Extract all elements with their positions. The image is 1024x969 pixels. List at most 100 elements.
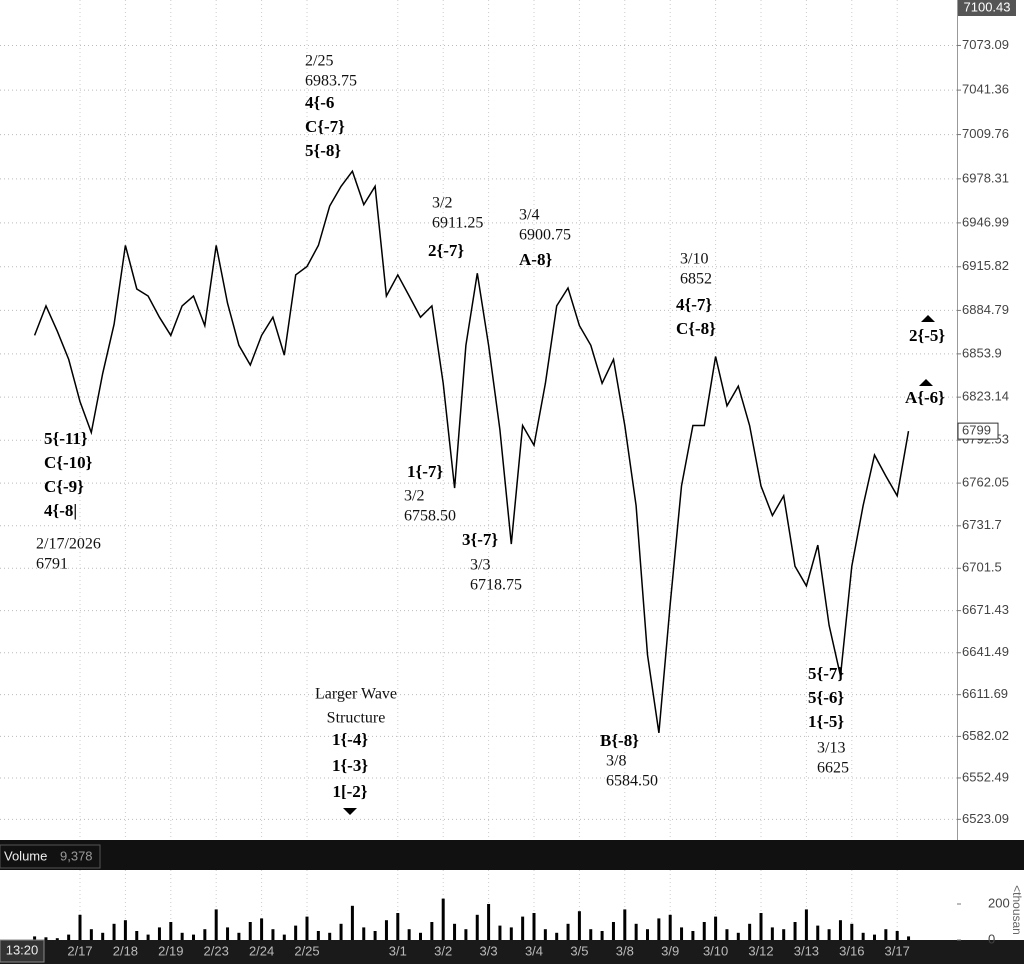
volume-bar [838,920,842,940]
annotation: 3/10 [680,251,708,268]
x-tick-label: 3/4 [525,943,543,958]
y-tick-label: 6611.69 [962,686,1008,701]
volume-bar [226,927,230,940]
volume-bar [430,922,434,940]
x-axis-strip [0,940,1024,964]
annotation: 5{-7} [808,664,844,683]
time-box [0,939,45,963]
y-tick-label: 6762.05 [962,475,1009,490]
annotation: 5{-8} [305,141,341,160]
ylim-box [958,0,1016,16]
volume-bar [600,931,604,940]
volume-bar [67,934,71,940]
annotation: 2{-7} [428,241,464,260]
volume-bar [521,916,525,940]
volume-bar [725,929,729,940]
volume-bar [907,936,911,940]
volume-bar [135,931,139,940]
volume-bar [453,923,457,940]
annotation: 1[-2} [332,782,367,801]
annotation: 6852 [680,271,712,288]
y-tick-label: 7073.09 [962,37,1009,52]
volume-bar [237,932,241,940]
volume-bar [827,929,831,940]
price-line [33,169,910,734]
volume-bar [736,932,740,940]
y-tick-label: 0 [988,931,995,946]
y-tick-label: 6671.43 [962,602,1009,617]
volume-box [0,844,101,869]
last-price-label: 6799 [962,423,991,438]
volume-bar [714,916,718,940]
annotation: 6758.50 [404,508,456,525]
annotation: A-8} [519,250,552,269]
annotation: 6911.25 [432,215,483,232]
volume-bar [78,914,82,940]
x-tick-label: 3/8 [616,943,634,958]
annotation: 4{-8| [44,501,77,520]
volume-bar [861,932,865,940]
annotation: 1{-4} [332,730,368,749]
volume-bar [214,909,218,940]
volume-bar [487,904,491,940]
annotation: 3/8 [606,753,626,770]
x-tick-label: 2/17 [67,943,92,958]
volume-bar [532,913,536,940]
volume-bar [33,936,37,940]
volume-bar [680,927,684,940]
annotation: Structure [327,710,386,727]
volume-bar [203,929,207,940]
x-tick-label: 3/3 [480,943,498,958]
volume-bar [873,934,876,940]
volume-bar [339,923,343,940]
x-tick-label: 3/1 [389,943,407,958]
annotation: 3/2 [432,195,452,212]
volume-bar [566,923,570,940]
annotation: 3/2 [404,488,424,505]
volume-bar [816,925,820,940]
volume-bar [895,931,899,940]
x-tick-label: 2/18 [113,943,138,958]
y-tick-label: 6884.79 [962,302,1009,317]
volume-bar [691,931,695,940]
annotation: 3{-7} [462,530,498,549]
volume-bar [396,913,400,940]
annotation: 6584.50 [606,773,658,790]
axis-border [957,0,958,840]
volume-bar [384,920,388,940]
annotation: 5{-11} [44,429,88,448]
annotation: 6900.75 [519,227,571,244]
volume-bar [702,922,706,940]
annotation: 1{-5} [808,712,844,731]
volume-bar [44,937,48,940]
volume-bar [657,918,661,940]
volume-bar [112,923,116,940]
volume-bar [884,929,888,940]
x-tick-label: 3/10 [703,943,728,958]
volume-axis-label: <thousan [1010,885,1024,935]
volume-bar [305,916,309,940]
volume-bar [748,923,752,940]
y-tick-label: 6523.09 [962,811,1009,826]
y-tick-label: 7009.76 [962,126,1009,141]
volume-bar [782,929,786,940]
volume-bar [441,898,445,940]
volume-bar [589,929,593,940]
volume-bar [373,931,377,940]
x-tick-label: 2/23 [204,943,229,958]
volume-bar [282,934,286,940]
volume-header [0,840,1024,870]
annotation: 1{-7} [407,462,443,481]
volume-bar [123,920,127,940]
y-tick-label: 6823.14 [962,389,1009,404]
x-tick-label: 3/9 [661,943,679,958]
volume-title: Volume [4,848,47,863]
volume-bar [169,922,173,940]
x-tick-label: 3/12 [748,943,773,958]
volume-bar [850,923,854,940]
y-tick-label: 6978.31 [962,170,1009,185]
volume-bar [759,913,763,940]
volume-bar [55,938,59,940]
arrow-up [919,379,933,386]
